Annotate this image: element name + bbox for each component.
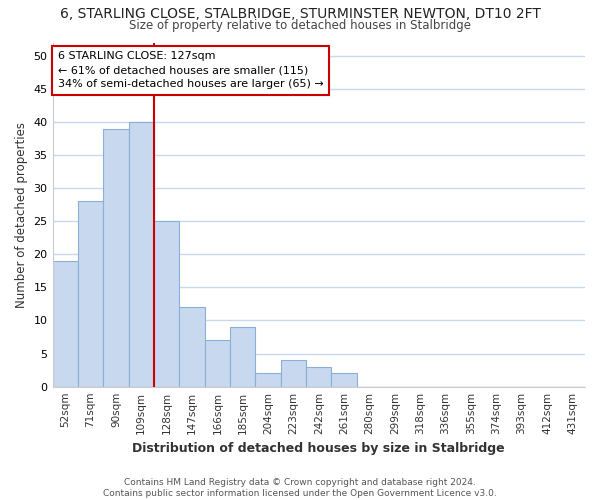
Bar (331, 374, 357, 386)
Bar (306, 367, 331, 386)
Bar (128, 122, 154, 386)
Bar (230, 327, 256, 386)
Bar (205, 340, 230, 386)
Bar (179, 308, 205, 386)
Bar (281, 360, 306, 386)
X-axis label: Distribution of detached houses by size in Stalbridge: Distribution of detached houses by size … (133, 442, 505, 455)
Text: 6 STARLING CLOSE: 127sqm
← 61% of detached houses are smaller (115)
34% of semi-: 6 STARLING CLOSE: 127sqm ← 61% of detach… (58, 51, 323, 89)
Text: Size of property relative to detached houses in Stalbridge: Size of property relative to detached ho… (129, 18, 471, 32)
Bar (154, 221, 179, 386)
Bar (78, 202, 103, 386)
Bar (256, 374, 281, 386)
Text: Contains HM Land Registry data © Crown copyright and database right 2024.
Contai: Contains HM Land Registry data © Crown c… (103, 478, 497, 498)
Bar (53, 261, 78, 386)
Bar (103, 128, 128, 386)
Text: 6, STARLING CLOSE, STALBRIDGE, STURMINSTER NEWTON, DT10 2FT: 6, STARLING CLOSE, STALBRIDGE, STURMINST… (59, 8, 541, 22)
Y-axis label: Number of detached properties: Number of detached properties (15, 122, 28, 308)
